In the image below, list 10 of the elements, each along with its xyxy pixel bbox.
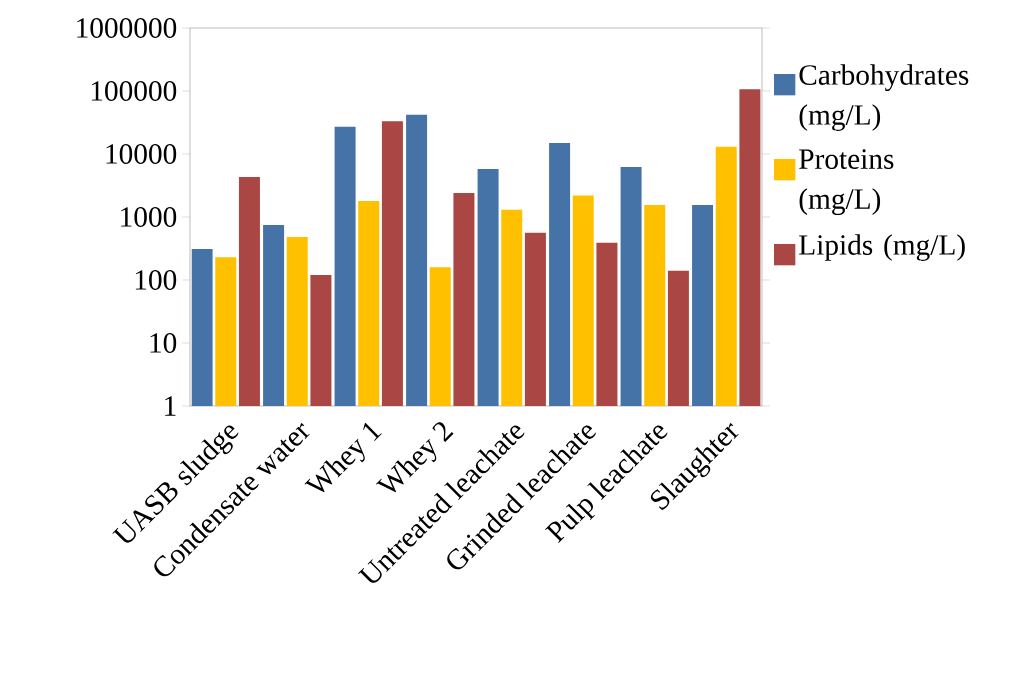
y-tick-label: 10000 [106,144,177,164]
legend-label: Carbohydrates (mg/L) [799,64,969,131]
legend-label: Proteins (mg/L) [799,149,894,216]
y-tick-label: 10 [150,333,177,353]
y-tick-label: 1000 [121,207,177,227]
y-tick-label: 1 [165,396,176,416]
y-tick-label: 100000 [91,81,177,101]
legend-label: Lipids (mg/L) [799,234,965,261]
y-tick-label: 100 [135,270,177,290]
y-tick-label: 1000000 [77,18,177,38]
